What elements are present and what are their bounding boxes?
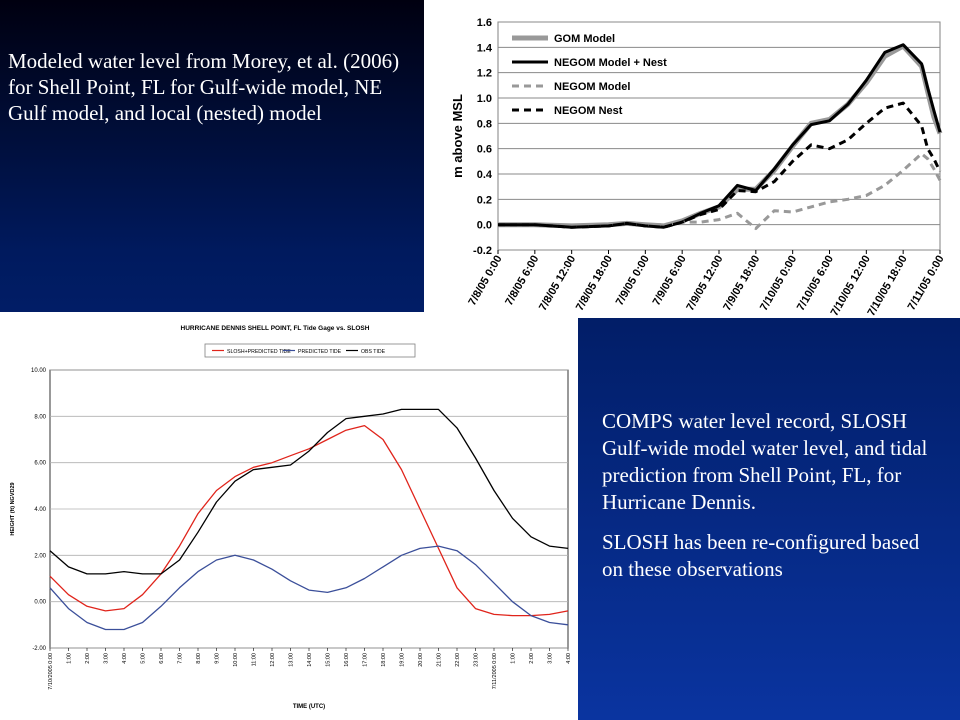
x-tick-label: 7/8/05 18:00 bbox=[574, 254, 615, 314]
x-tick-label: 3:00 bbox=[548, 653, 554, 664]
legend-label-negom-model: NEGOM Model bbox=[554, 81, 630, 93]
y-tick-label: 10.00 bbox=[31, 368, 47, 374]
x-tick-label: 16:00 bbox=[344, 653, 350, 667]
x-tick-label: 7/11/05 0:00 bbox=[906, 254, 947, 313]
legend-label-negom-nest: NEGOM Nest bbox=[554, 105, 623, 117]
x-tick-label: 7/10/05 12:00 bbox=[829, 254, 873, 318]
slosh-tide-gage-chart-svg: HURRICANE DENNIS SHELL POINT, FL Tide Ga… bbox=[10, 325, 572, 710]
y-tick-label: 0.0 bbox=[477, 220, 492, 232]
x-tick-label: 3:00 bbox=[104, 653, 110, 664]
series-line-predicted-tide bbox=[49, 545, 569, 631]
x-tick-label: 7/10/2005 0:00 bbox=[48, 653, 54, 690]
x-tick-label: 10:00 bbox=[233, 653, 239, 667]
y-axis-title: m above MSL bbox=[450, 94, 465, 178]
chart-title: HURRICANE DENNIS SHELL POINT, FL Tide Ga… bbox=[181, 325, 370, 332]
x-axis-title: TIME (UTC) bbox=[293, 704, 325, 710]
x-tick-label: 7/11/2005 0:00 bbox=[492, 653, 498, 689]
x-tick-label: 17:00 bbox=[363, 653, 369, 667]
x-tick-label: 7/8/05 12:00 bbox=[537, 254, 578, 314]
x-tick-label: 22:00 bbox=[455, 653, 461, 667]
y-tick-label: -0.2 bbox=[473, 245, 492, 257]
bottom-caption: COMPS water level record, SLOSH Gulf-wid… bbox=[602, 408, 942, 596]
top-caption: Modeled water level from Morey, et al. (… bbox=[8, 49, 400, 125]
x-tick-label: 7/9/05 18:00 bbox=[721, 254, 762, 314]
y-tick-label: 1.2 bbox=[477, 68, 492, 80]
x-tick-label: 6:00 bbox=[159, 653, 165, 664]
x-tick-label: 19:00 bbox=[400, 653, 406, 667]
x-tick-label: 7:00 bbox=[178, 653, 184, 664]
x-tick-label: 12:00 bbox=[270, 653, 276, 667]
y-tick-label: 0.8 bbox=[477, 118, 492, 130]
x-tick-label: 13:00 bbox=[289, 653, 295, 667]
legend-label-slosh-predicted-tide: SLOSH+PREDICTED TIDE bbox=[227, 349, 291, 355]
legend-box bbox=[204, 343, 416, 358]
legend-label-gom-model: GOM Model bbox=[554, 33, 615, 45]
y-tick-label: 0.6 bbox=[477, 144, 492, 156]
slosh-tide-gage-chart: HURRICANE DENNIS SHELL POINT, FL Tide Ga… bbox=[0, 312, 578, 720]
series-line-obs-tide bbox=[49, 408, 569, 575]
bottom-caption-text-1: COMPS water level record, SLOSH Gulf-wid… bbox=[602, 409, 928, 514]
x-tick-label: 20:00 bbox=[418, 653, 424, 667]
x-tick-label: 7/9/05 0:00 bbox=[614, 253, 652, 307]
y-tick-label: 1.6 bbox=[477, 17, 492, 29]
x-tick-label: 2:00 bbox=[529, 653, 535, 664]
y-tick-label: 4.00 bbox=[34, 507, 46, 513]
y-tick-label: 2.00 bbox=[34, 553, 46, 559]
bottom-caption-text-2: SLOSH has been re-configured based on th… bbox=[602, 530, 920, 581]
x-tick-label: 7/10/05 0:00 bbox=[758, 254, 799, 314]
x-tick-label: 7/8/05 0:00 bbox=[466, 254, 504, 308]
legend-label-predicted-tide: PREDICTED TIDE bbox=[298, 349, 342, 355]
x-tick-label: 7/9/05 6:00 bbox=[651, 254, 689, 308]
y-axis-title: HEIGHT (ft) NGVD29 bbox=[10, 482, 16, 535]
x-tick-label: 4:00 bbox=[566, 653, 572, 664]
y-tick-label: 1.0 bbox=[477, 93, 492, 105]
series-line-slosh-predicted-tide bbox=[49, 424, 569, 617]
y-tick-label: 0.2 bbox=[477, 194, 492, 206]
y-tick-label: 8.00 bbox=[34, 414, 46, 420]
y-tick-label: -2.00 bbox=[32, 646, 46, 652]
x-tick-label: 23:00 bbox=[474, 653, 480, 667]
x-tick-label: 8:00 bbox=[196, 653, 202, 664]
y-tick-label: 0.00 bbox=[34, 600, 46, 606]
x-tick-label: 14:00 bbox=[307, 653, 313, 667]
x-tick-label: 1:00 bbox=[67, 653, 73, 664]
x-tick-label: 7/9/05 12:00 bbox=[684, 254, 725, 314]
x-tick-label: 7/8/05 6:00 bbox=[503, 254, 541, 308]
plot-area bbox=[497, 21, 941, 251]
legend-label-negom-model-nest: NEGOM Model + Nest bbox=[554, 57, 667, 69]
y-tick-label: 0.4 bbox=[477, 169, 493, 181]
legend-label-obs-tide: OBS TIDE bbox=[361, 349, 386, 355]
x-tick-label: 5:00 bbox=[141, 653, 147, 664]
y-tick-label: 6.00 bbox=[34, 461, 46, 467]
x-tick-label: 18:00 bbox=[381, 653, 387, 667]
series-line-negom-nest bbox=[498, 101, 942, 229]
model-water-level-chart: -0.2 0.0 0.2 0.4 0.6 0.8 1.0 1.2 1.4 1.6 7/8/05 0:… bbox=[424, 0, 960, 318]
x-tick-label: 7/10/05 6:00 bbox=[795, 254, 836, 314]
x-tick-label: 2:00 bbox=[85, 653, 91, 664]
model-water-level-chart-svg: -0.2 0.0 0.2 0.4 0.6 0.8 1.0 1.2 1.4 1.6 7/8/05 0:… bbox=[450, 17, 947, 318]
x-tick-label: 21:00 bbox=[437, 653, 443, 667]
y-tick-label: 1.4 bbox=[477, 42, 493, 54]
x-tick-label: 11:00 bbox=[252, 653, 258, 666]
x-tick-label: 4:00 bbox=[122, 653, 128, 664]
x-tick-label: 9:00 bbox=[215, 653, 221, 664]
x-tick-label: 1:00 bbox=[511, 653, 517, 664]
x-tick-label: 15:00 bbox=[326, 653, 332, 667]
x-tick-label: 7/10/05 18:00 bbox=[865, 253, 909, 318]
